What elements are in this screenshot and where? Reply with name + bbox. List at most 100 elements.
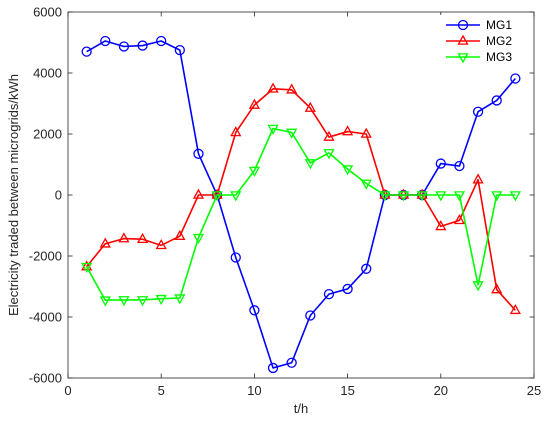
data-point-mg3 — [323, 149, 335, 160]
y-tick-label: 2000 — [33, 127, 62, 142]
data-point-mg3 — [509, 191, 521, 202]
data-point-mg3 — [472, 281, 484, 292]
data-point-mg1 — [249, 305, 260, 316]
data-point-mg1 — [267, 362, 279, 374]
data-point-mg1 — [156, 35, 167, 47]
data-point-mg2 — [397, 188, 410, 199]
y-tick-label: -6000 — [29, 371, 62, 386]
legend-box — [440, 15, 530, 69]
data-point-mg3 — [211, 191, 223, 202]
data-point-mg3 — [435, 191, 447, 202]
data-point-mg1 — [118, 41, 130, 52]
data-point-mg2 — [211, 188, 223, 199]
data-point-mg2 — [192, 188, 205, 199]
data-point-mg2 — [174, 229, 186, 240]
data-point-mg3 — [286, 128, 298, 139]
legend-marker-mg1 — [457, 19, 469, 31]
data-point-mg2 — [304, 101, 316, 112]
data-point-mg3 — [155, 294, 167, 306]
series-mg3 — [81, 124, 521, 307]
data-point-mg3 — [304, 159, 316, 170]
data-point-mg1 — [81, 46, 92, 57]
x-axis-label: t/h — [294, 401, 308, 416]
data-point-mg2 — [435, 220, 447, 231]
y-tick-label: -4000 — [29, 310, 62, 325]
data-point-mg1 — [323, 288, 335, 300]
axes: 0 5 10 15 20 25 -6000 -4000 -2000 0 2000 4000 6000 — [29, 5, 541, 399]
data-point-mg3 — [397, 191, 410, 202]
legend-marker-mg2 — [457, 34, 469, 45]
data-point-mg2 — [118, 232, 130, 243]
data-point-mg3 — [174, 294, 186, 305]
legend-label-mg1: MG1 — [486, 18, 512, 32]
data-point-mg1 — [510, 73, 521, 84]
legend-entry-mg2: MG2 — [446, 34, 512, 48]
data-point-mg2 — [341, 125, 354, 136]
data-point-mg2 — [155, 238, 167, 250]
series-layer — [81, 35, 521, 374]
data-point-mg2 — [286, 83, 298, 94]
series-mg2 — [81, 82, 521, 315]
data-point-mg3 — [192, 233, 205, 245]
legend-entry-mg3: MG3 — [446, 50, 512, 64]
data-point-mg1 — [305, 310, 316, 321]
data-point-mg1 — [491, 95, 502, 106]
data-point-mg3 — [341, 165, 354, 176]
data-point-mg2 — [323, 130, 335, 141]
y-tick-label: 6000 — [33, 5, 62, 20]
x-tick-label: 0 — [64, 383, 71, 398]
y-tick-label: 0 — [55, 188, 62, 203]
data-point-mg3 — [248, 166, 261, 177]
legend-label-mg2: MG2 — [486, 34, 512, 48]
data-point-mg1 — [137, 40, 148, 51]
data-point-mg2 — [267, 82, 279, 93]
legend-label-mg3: MG3 — [486, 50, 512, 64]
x-tick-label: 15 — [340, 383, 354, 398]
x-tick-label: 5 — [158, 383, 165, 398]
legend-entry-mg1: MG1 — [446, 18, 512, 32]
data-point-mg3 — [453, 191, 466, 202]
series-mg1 — [81, 35, 521, 374]
legend-marker-mg3 — [457, 53, 469, 64]
data-point-mg1 — [435, 158, 446, 169]
x-tick-label: 20 — [434, 383, 448, 398]
data-point-mg2 — [360, 127, 372, 138]
y-tick-label: 4000 — [33, 66, 62, 81]
data-point-mg2 — [509, 303, 521, 315]
data-point-mg2 — [453, 213, 466, 225]
data-point-mg3 — [416, 191, 428, 202]
data-point-mg3 — [230, 191, 242, 202]
data-point-mg3 — [118, 296, 130, 307]
data-point-mg2 — [136, 232, 149, 244]
data-point-mg2 — [99, 237, 111, 248]
data-point-mg2 — [81, 260, 93, 271]
data-point-mg1 — [230, 252, 241, 263]
series-line-mg1 — [86, 40, 516, 369]
data-point-mg1 — [454, 160, 465, 172]
x-tick-label: 10 — [247, 383, 261, 398]
data-point-mg2 — [416, 188, 428, 199]
data-point-mg1 — [472, 106, 484, 117]
data-point-mg2 — [248, 98, 261, 109]
data-point-mg3 — [136, 296, 149, 307]
plot-frame — [67, 11, 535, 379]
y-axis-label: Electricity traded between microgrids/kW… — [6, 74, 21, 316]
series-line-mg2 — [86, 88, 516, 311]
legend: MG1 MG2 MG3 — [440, 15, 530, 69]
data-point-mg1 — [100, 35, 111, 47]
data-point-mg3 — [267, 124, 279, 135]
data-point-mg1 — [361, 263, 372, 274]
y-tick-label: -2000 — [29, 249, 62, 264]
data-point-mg1 — [286, 357, 297, 368]
data-point-mg2 — [472, 173, 484, 184]
data-point-mg3 — [99, 296, 111, 307]
data-point-mg3 — [360, 179, 372, 190]
x-tick-label: 25 — [527, 383, 541, 398]
data-point-mg3 — [491, 191, 503, 202]
data-point-mg3 — [81, 262, 93, 274]
data-point-mg2 — [230, 126, 242, 137]
data-point-mg1 — [193, 148, 204, 159]
data-point-mg2 — [491, 283, 503, 294]
